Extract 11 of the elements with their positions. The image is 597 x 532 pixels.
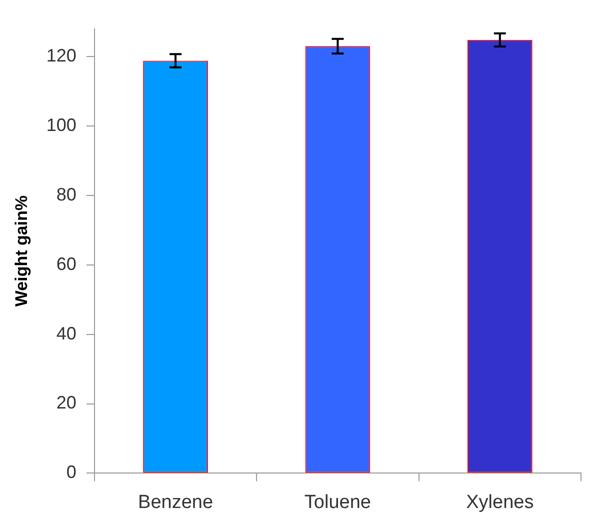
y-tick-label: 60 — [56, 254, 76, 274]
y-tick-label: 80 — [56, 184, 76, 204]
y-tick-label: 20 — [56, 392, 76, 413]
x-tick-label: Benzene — [138, 492, 214, 513]
x-tick-label: Xylenes — [466, 492, 534, 513]
y-tick-label: 0 — [66, 462, 76, 482]
x-tick-label: Toluene — [304, 492, 371, 513]
y-tick-label: 100 — [46, 114, 76, 135]
y-tick-label: 120 — [46, 46, 76, 66]
y-axis-title: Weight gain% — [12, 195, 31, 307]
y-tick-label: 40 — [56, 323, 76, 344]
